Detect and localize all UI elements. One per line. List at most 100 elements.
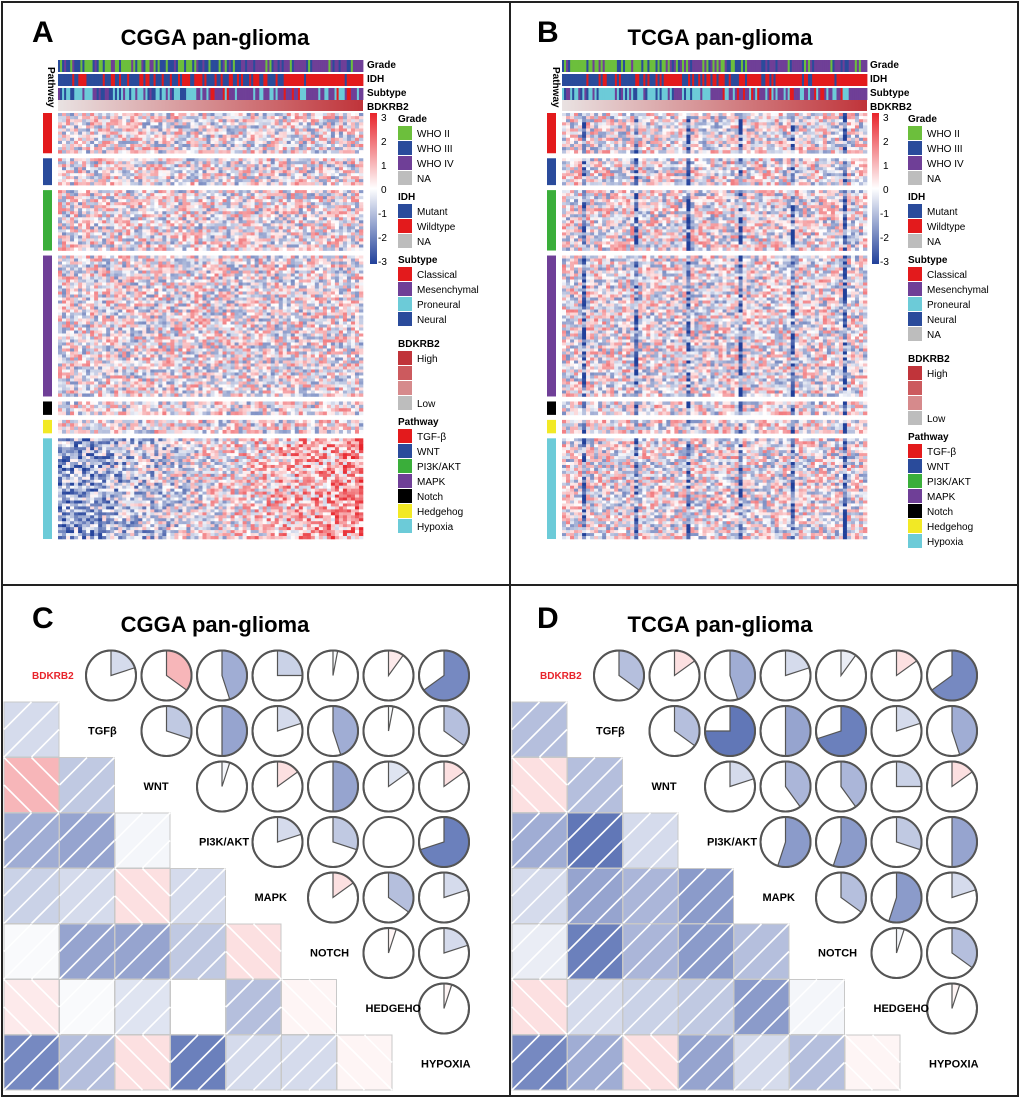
heatmap-cell	[218, 196, 223, 200]
heatmap-cell	[146, 273, 151, 277]
heatmap-cell	[234, 122, 239, 126]
heatmap-cell	[186, 255, 191, 259]
heatmap-cell	[142, 226, 147, 230]
heatmap-cell	[174, 119, 179, 123]
heatmap-cell	[210, 291, 215, 295]
heatmap-cell	[162, 150, 167, 154]
heatmap-cell	[226, 220, 231, 224]
heatmap-cell	[166, 113, 171, 117]
heatmap-cell	[302, 202, 308, 206]
heatmap-cell	[258, 193, 263, 197]
heatmap-cell	[326, 241, 332, 245]
heatmap-cell	[350, 273, 356, 277]
heatmap-cell	[270, 202, 276, 206]
heatmap-cell	[234, 128, 239, 132]
heatmap-cell	[298, 282, 304, 286]
annotation-subtype-stripe	[336, 88, 339, 100]
heatmap-cell	[350, 147, 356, 151]
heatmap-cell	[166, 196, 171, 200]
heatmap-cell	[182, 173, 187, 177]
heatmap-cell	[282, 182, 288, 186]
heatmap-cell	[214, 264, 219, 268]
heatmap-cell	[226, 137, 231, 142]
heatmap-cell	[158, 267, 163, 271]
heatmap-cell	[230, 190, 235, 194]
heatmap-cell	[318, 291, 324, 295]
heatmap-cell	[90, 167, 95, 171]
heatmap-cell	[234, 247, 239, 251]
heatmap-cell	[350, 164, 356, 168]
heatmap-cell	[114, 190, 119, 194]
heatmap-cell	[358, 220, 364, 224]
heatmap-cell	[302, 247, 308, 251]
heatmap-cell	[162, 238, 167, 242]
heatmap-cell	[306, 241, 312, 245]
heatmap-cell	[174, 282, 179, 286]
heatmap-cell	[286, 238, 292, 242]
annotation-grade-stripe	[127, 60, 130, 72]
heatmap-cell	[194, 255, 199, 259]
heatmap-cell	[358, 131, 364, 135]
heatmap-cell	[330, 247, 336, 251]
annotation-idh-stripe	[60, 74, 63, 86]
annotation-subtype-stripe	[184, 88, 187, 100]
heatmap-cell	[158, 297, 163, 301]
heatmap-cell	[234, 173, 239, 177]
heatmap-cell	[282, 164, 288, 168]
heatmap-cell	[78, 220, 83, 224]
heatmap-cell	[126, 161, 131, 165]
heatmap-cell	[206, 190, 211, 194]
heatmap-cell	[198, 238, 203, 242]
heatmap-cell	[190, 220, 195, 224]
heatmap-cell	[98, 300, 103, 304]
heatmap-cell	[302, 223, 308, 227]
heatmap-cell	[70, 173, 75, 177]
annotation-grade-stripe	[202, 60, 205, 72]
heatmap-cell	[318, 264, 324, 268]
heatmap-cell	[66, 131, 71, 135]
heatmap-cell	[274, 128, 280, 132]
annotation-grade-stripe	[322, 60, 325, 72]
heatmap-cell	[106, 270, 111, 274]
annotation-idh-stripe	[306, 74, 309, 86]
heatmap-cell	[294, 223, 300, 227]
heatmap-cell	[146, 119, 151, 123]
heatmap-cell	[78, 150, 83, 154]
heatmap-cell	[218, 173, 223, 177]
heatmap-cell	[198, 122, 203, 126]
heatmap-cell	[198, 190, 203, 194]
heatmap-cell	[182, 140, 187, 145]
heatmap-cell	[350, 247, 356, 251]
heatmap-cell	[330, 202, 336, 206]
annotation-grade-stripe	[66, 60, 69, 72]
heatmap-cell	[294, 211, 300, 215]
heatmap-cell	[270, 297, 276, 301]
heatmap-cell	[254, 140, 259, 145]
heatmap-cell	[78, 297, 83, 301]
heatmap-cell	[230, 182, 235, 186]
heatmap-cell	[330, 147, 336, 151]
annotation-grade-stripe	[175, 60, 179, 72]
heatmap-cell	[354, 235, 360, 239]
heatmap-cell	[106, 128, 111, 132]
annotation-idh-stripe	[108, 74, 112, 86]
annotation-grade-stripe	[271, 60, 274, 72]
heatmap-cell	[174, 147, 179, 151]
heatmap-cell	[210, 235, 215, 239]
annotation-subtype-stripe	[222, 88, 226, 100]
heatmap-cell	[350, 167, 356, 171]
heatmap-cell	[134, 182, 139, 186]
heatmap-cell	[74, 176, 79, 180]
heatmap-cell	[290, 128, 296, 132]
heatmap-cell	[74, 137, 79, 142]
heatmap-cell	[146, 205, 151, 209]
heatmap-cell	[286, 164, 292, 168]
heatmap-cell	[62, 294, 67, 298]
heatmap-cell	[110, 229, 115, 233]
heatmap-cell	[66, 119, 71, 123]
heatmap-cell	[314, 276, 320, 280]
heatmap-cell	[238, 232, 243, 236]
heatmap-cell	[206, 217, 211, 221]
heatmap-cell	[330, 297, 336, 301]
heatmap-cell	[274, 196, 280, 200]
